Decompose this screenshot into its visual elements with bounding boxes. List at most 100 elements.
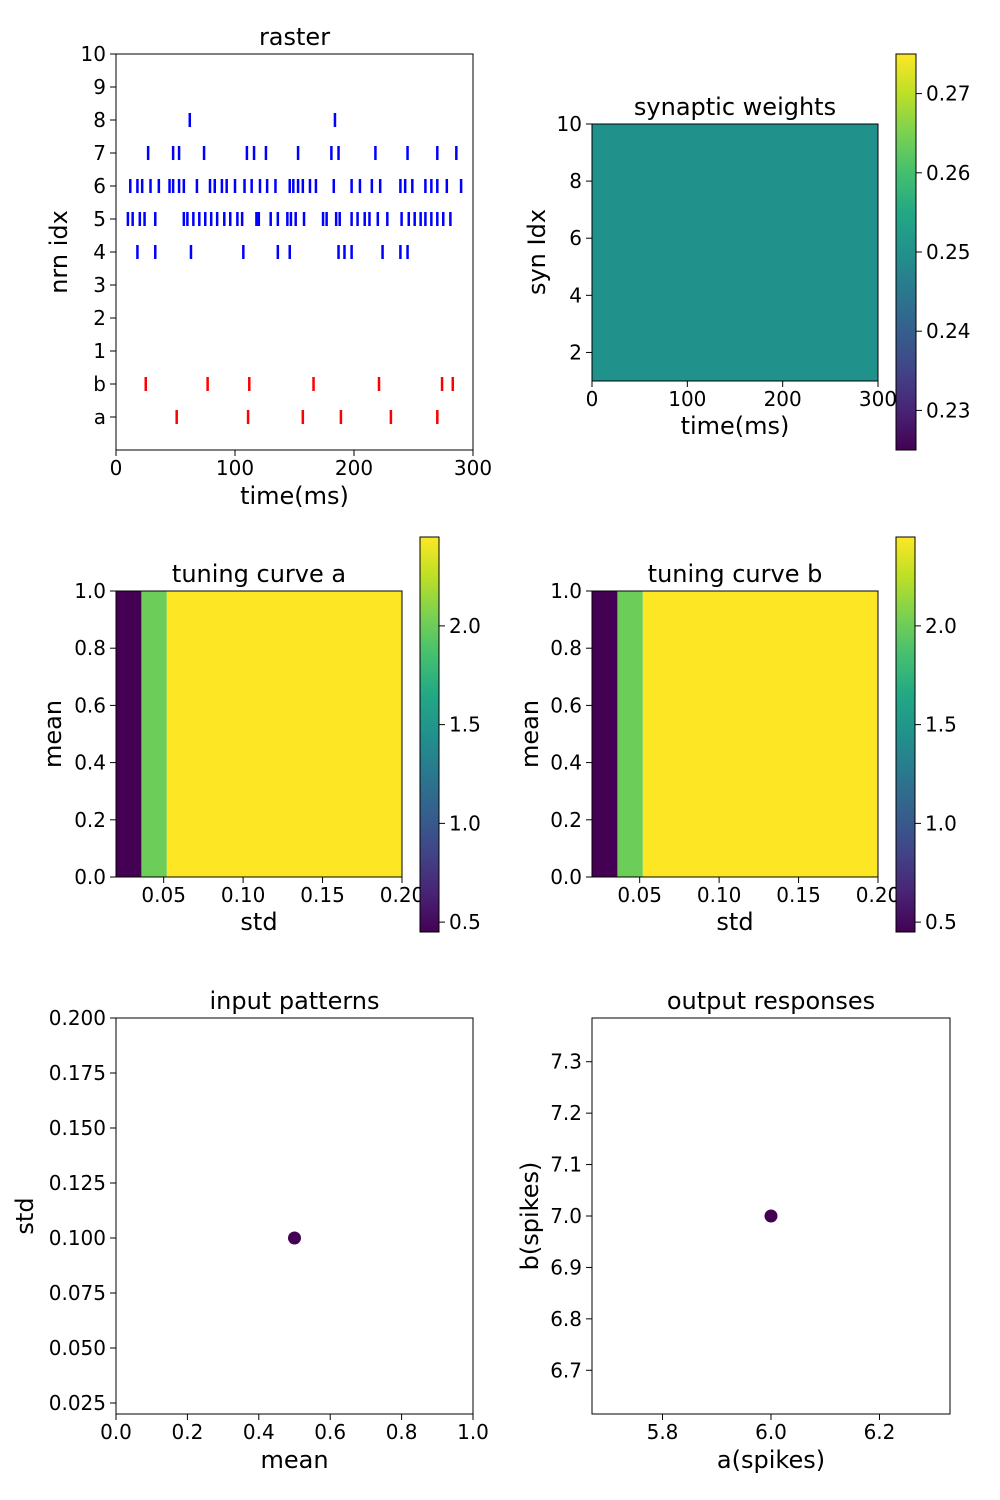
- colorbar-tick-label: 0.5: [925, 910, 957, 934]
- synaptic-weights-y-ticks: 2 4 6 8 10: [557, 112, 592, 364]
- input-patterns-y-ticks: 0.025 0.050 0.075 0.100 0.125 0.150 0.175 0.200: [49, 1006, 116, 1415]
- x-tick-label: 6.2: [864, 1420, 896, 1444]
- y-tick-label: 0.100: [49, 1226, 106, 1250]
- y-tick-label: 6.9: [550, 1255, 582, 1279]
- tuning-curve-b-y-label: mean: [516, 700, 544, 768]
- y-tick-label: 4: [569, 283, 582, 307]
- x-tick-label: 200: [335, 456, 373, 480]
- y-tick-label: 0.075: [49, 1281, 106, 1305]
- colorbar-tick-label: 2.0: [449, 614, 481, 638]
- tuning-curve-a-axes-frame: [115, 590, 403, 878]
- y-tick-label: 7.3: [550, 1050, 582, 1074]
- raster-x-label: time(ms): [240, 482, 349, 510]
- colorbar-tick-label: 0.26: [926, 161, 971, 185]
- synaptic-weights-y-label: syn Idx: [523, 209, 551, 295]
- heatmap-cell: [116, 591, 142, 877]
- y-tick-label: 0.150: [49, 1116, 106, 1140]
- y-tick-label: 0.4: [74, 751, 106, 775]
- y-tick-label: 0.2: [550, 808, 582, 832]
- y-tick-label: 0.0: [74, 865, 106, 889]
- y-tick-label: 0.4: [550, 751, 582, 775]
- y-tick-label: 0.8: [550, 636, 582, 660]
- tuning-curve-b-title: tuning curve b: [648, 560, 823, 588]
- x-tick-label: 0.15: [776, 883, 821, 907]
- raster-y-ticks: ab 1 2 3 4 5 6 7 8 9 10: [81, 42, 116, 429]
- tuning-curve-a-colorbar: 0.5 1.0 1.5 2.0: [419, 536, 481, 934]
- colorbar-tick-label: 1.0: [449, 811, 481, 835]
- y-tick-label: 5: [93, 207, 106, 231]
- tuning-curve-a-x-label: std: [240, 908, 277, 936]
- input-patterns-x-label: mean: [260, 1446, 328, 1474]
- x-tick-label: 0: [110, 456, 123, 480]
- tuning-curve-b-y-ticks: 0.0 0.2 0.4 0.6 0.8 1.0: [550, 579, 592, 889]
- y-tick-label: 6.8: [550, 1307, 582, 1331]
- synaptic-weights-x-label: time(ms): [681, 412, 790, 440]
- raster-title: raster: [259, 23, 330, 51]
- x-tick-label: 0.6: [314, 1420, 346, 1444]
- y-tick-label: 4: [93, 240, 106, 264]
- colorbar-tick-label: 1.0: [925, 811, 957, 835]
- y-tick-label: 10: [81, 42, 106, 66]
- x-tick-label: 100: [216, 456, 254, 480]
- output-responses-points: [764, 1209, 778, 1223]
- y-tick-label: 7: [93, 141, 106, 165]
- x-tick-label: 0.0: [100, 1420, 132, 1444]
- y-tick-label: 8: [569, 169, 582, 193]
- synaptic-weights-title: synaptic weights: [634, 93, 836, 121]
- synaptic-weights-heatmap: [592, 124, 878, 381]
- input-patterns-x-ticks: 0.0 0.2 0.4 0.6 0.8 1.0: [100, 1414, 489, 1444]
- y-tick-label: 1.0: [550, 579, 582, 603]
- tuning-curve-b-panel: 0.0 0.2 0.4 0.6 0.8 1.0 0.05 0.10 0.15 0.20 tuni…: [516, 536, 957, 936]
- heatmap-cell: [592, 591, 618, 877]
- tuning-curve-b-colorbar: 0.5 1.0 1.5 2.0: [895, 536, 957, 934]
- synaptic-weights-x-ticks: 0 100 200 300: [586, 381, 897, 411]
- x-tick-label: 0.10: [697, 883, 742, 907]
- output-responses-y-label: b(spikes): [516, 1162, 544, 1271]
- scatter-point: [764, 1209, 778, 1223]
- synaptic-weights-panel: 2 4 6 8 10 0 100 200 300 synaptic weights time(…: [523, 53, 971, 451]
- tuning-curve-a-heatmap: [116, 591, 402, 877]
- x-tick-label: 5.8: [647, 1420, 679, 1444]
- raster-panel: ab 1 2 3 4 5 6 7 8 9 10 0 100 200 300 raster time(ms)…: [45, 23, 492, 510]
- input-patterns-title: input patterns: [209, 987, 379, 1015]
- y-tick-label: 2: [93, 306, 106, 330]
- heatmap-cell: [141, 591, 167, 877]
- y-tick-label: 0.0: [550, 865, 582, 889]
- y-tick-label: 2: [569, 340, 582, 364]
- input-patterns-panel: 0.025 0.050 0.075 0.100 0.125 0.150 0.175 0.200…: [11, 987, 489, 1474]
- y-tick-label: 1.0: [74, 579, 106, 603]
- raster-y-label: nrn idx: [45, 210, 73, 294]
- tuning-curve-b-heatmap: [592, 591, 878, 877]
- raster-axes-frame: [115, 53, 474, 451]
- tuning-curve-a-x-ticks: 0.05 0.10 0.15 0.20: [141, 877, 424, 907]
- y-tick-label: 10: [557, 112, 582, 136]
- input-patterns-axes-frame: [115, 1017, 474, 1415]
- y-tick-label: 0.6: [550, 693, 582, 717]
- tuning-curve-a-y-ticks: 0.0 0.2 0.4 0.6 0.8 1.0: [74, 579, 116, 889]
- x-tick-label: 1.0: [457, 1420, 489, 1444]
- y-tick-label: 0.2: [74, 808, 106, 832]
- colorbar-tick-label: 0.27: [926, 82, 971, 106]
- colorbar-tick-label: 2.0: [925, 614, 957, 638]
- raster-x-ticks: 0 100 200 300: [110, 450, 492, 480]
- heatmap-cell: [617, 591, 643, 877]
- colorbar-tick-label: 0.24: [926, 319, 971, 343]
- y-tick-label: 3: [93, 273, 106, 297]
- y-tick-label: 7.2: [550, 1101, 582, 1125]
- x-tick-label: 200: [764, 387, 802, 411]
- x-tick-label: 0.05: [141, 883, 186, 907]
- tuning-curve-b-axes-frame: [591, 590, 879, 878]
- tuning-curve-a-y-label: mean: [39, 700, 67, 768]
- y-tick-label: 0.025: [49, 1391, 106, 1415]
- x-tick-label: 0.20: [856, 883, 901, 907]
- tuning-curve-b-x-ticks: 0.05 0.10 0.15 0.20: [617, 877, 900, 907]
- x-tick-label: 0: [586, 387, 599, 411]
- colorbar-tick-label: 0.5: [449, 910, 481, 934]
- raster-spikes: [126, 113, 463, 424]
- x-tick-label: 0.10: [221, 883, 266, 907]
- y-tick-label: 8: [93, 108, 106, 132]
- x-tick-label: 0.2: [171, 1420, 203, 1444]
- tuning-curve-a-panel: 0.0 0.2 0.4 0.6 0.8 1.0 0.05 0.10 0.15 0.20 tuni…: [39, 536, 481, 936]
- y-tick-label: 6: [569, 226, 582, 250]
